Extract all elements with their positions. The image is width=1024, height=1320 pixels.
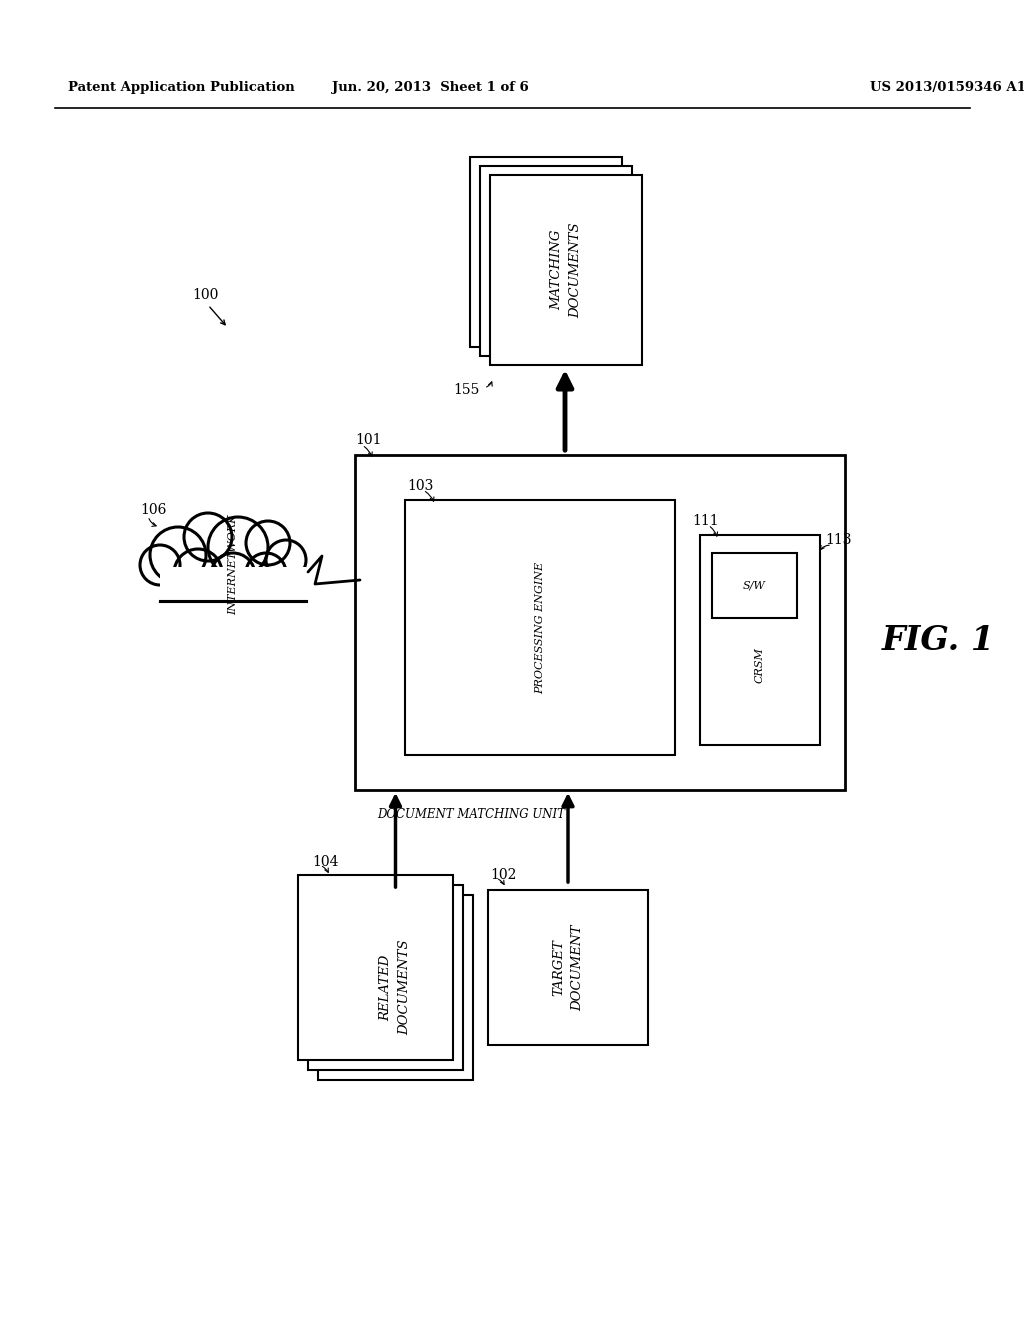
Text: RELATED
DOCUMENTS: RELATED DOCUMENTS — [380, 940, 412, 1035]
Text: 106: 106 — [140, 503, 166, 517]
Text: 100: 100 — [193, 288, 218, 302]
Circle shape — [140, 545, 180, 585]
Circle shape — [246, 553, 286, 593]
Bar — [308, 884, 463, 1071]
Bar — [158, 565, 310, 605]
Text: MATCHING
DOCUMENTS: MATCHING DOCUMENTS — [550, 222, 582, 318]
Text: FIG. 1: FIG. 1 — [882, 623, 995, 656]
Circle shape — [211, 553, 255, 597]
Text: 102: 102 — [490, 869, 516, 882]
Text: DOCUMENT MATCHING UNIT: DOCUMENT MATCHING UNIT — [377, 808, 565, 821]
Circle shape — [184, 513, 232, 561]
Bar — [480, 166, 632, 356]
Text: INTERNETWORK: INTERNETWORK — [228, 515, 238, 615]
Circle shape — [266, 540, 306, 579]
Circle shape — [150, 527, 206, 583]
Circle shape — [208, 517, 268, 577]
Text: Patent Application Publication: Patent Application Publication — [68, 82, 295, 95]
Bar — [318, 895, 473, 1080]
Bar — [298, 875, 453, 1060]
Text: 101: 101 — [355, 433, 382, 447]
Bar — [406, 500, 675, 755]
Bar — [160, 568, 308, 603]
Text: TARGET
DOCUMENT: TARGET DOCUMENT — [552, 924, 584, 1011]
Text: 155: 155 — [454, 383, 480, 397]
Text: S/W: S/W — [743, 581, 766, 590]
Bar — [470, 157, 622, 347]
Bar — [712, 553, 797, 618]
Bar — [700, 535, 820, 744]
Bar — [490, 176, 642, 366]
Text: US 2013/0159346 A1: US 2013/0159346 A1 — [870, 82, 1024, 95]
Circle shape — [174, 549, 222, 597]
Text: 104: 104 — [312, 855, 339, 869]
Text: Jun. 20, 2013  Sheet 1 of 6: Jun. 20, 2013 Sheet 1 of 6 — [332, 82, 528, 95]
Text: 103: 103 — [407, 479, 433, 492]
Text: 111: 111 — [692, 513, 719, 528]
Text: CRSM: CRSM — [755, 647, 765, 682]
Bar — [355, 455, 845, 789]
Text: 113: 113 — [825, 533, 852, 546]
Text: PROCESSING ENGINE: PROCESSING ENGINE — [535, 561, 545, 693]
Circle shape — [246, 521, 290, 565]
Bar — [488, 890, 648, 1045]
